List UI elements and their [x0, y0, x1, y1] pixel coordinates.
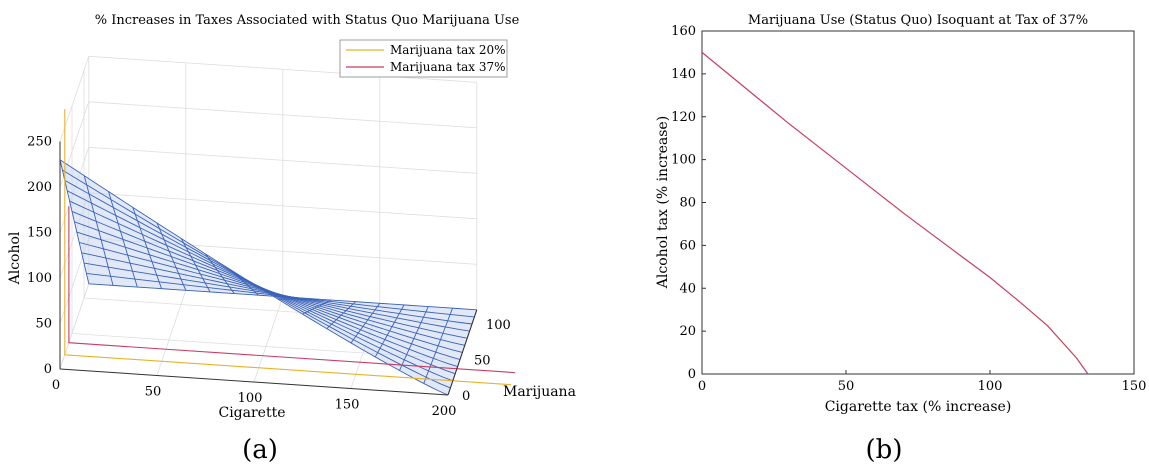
panel-a-title: % Increases in Taxes Associated with Sta…: [95, 13, 520, 28]
y-tick-label: 60: [679, 238, 696, 253]
surface-mesh-line: [88, 283, 477, 311]
wall-gridline: [88, 192, 477, 220]
x-tick-label: 200: [432, 404, 457, 419]
wall-gridline: [88, 146, 477, 174]
panel-a-label: (a): [242, 435, 278, 465]
y-axis-line: [447, 309, 478, 396]
y-tick-label: 50: [474, 354, 491, 369]
y-tick-label: 160: [671, 24, 696, 39]
x-tick-label: 100: [978, 379, 1003, 394]
y-tick-label: 80: [679, 196, 696, 211]
panel-b-ticks: 0 50 100 150 0 20 40 60 80 100 120 140 160: [671, 24, 1146, 394]
wall-gridline: [88, 55, 477, 83]
z-tick-label: 0: [44, 362, 52, 377]
y-tick-label: 140: [671, 67, 696, 82]
surface-mesh-line: [79, 241, 468, 339]
x-tick-label: 100: [238, 391, 263, 406]
z-tick-label: 200: [27, 180, 52, 195]
z-tick-label: 100: [27, 271, 52, 286]
y-tick-label: 100: [671, 153, 696, 168]
y-tick-label: 100: [486, 318, 511, 333]
panel-b-x-axis-label: Cigarette tax (% increase): [825, 399, 1012, 415]
panel-a-legend: Marijuana tax 20% Marijuana tax 37%: [339, 39, 508, 78]
panel-b-title: Marijuana Use (Status Quo) Isoquant at T…: [748, 13, 1088, 28]
series-line-tax-20: [64, 109, 512, 386]
x-tick-label: 150: [335, 398, 360, 413]
series-line-tax-37: [68, 206, 516, 374]
panel-a-x-axis-label: Cigarette: [218, 405, 285, 421]
panel-a-z-axis-label: Alcohol: [7, 231, 23, 285]
legend-box: [339, 39, 508, 78]
panel-a-axes: 0 50 100 150 200 0 50 100 0 50 100 150 200 250: [27, 135, 511, 420]
panel-a-surface-chart: % Increases in Taxes Associated with Sta…: [7, 13, 576, 465]
panel-b-line-chart: Marijuana Use (Status Quo) Isoquant at T…: [655, 13, 1146, 465]
y-tick-label: 20: [679, 324, 696, 339]
y-tick-label: 0: [688, 367, 696, 382]
panel-a-series-lines: [64, 109, 516, 386]
panel-b-isoquant-line: [701, 51, 1089, 375]
surface-fill: [60, 159, 477, 395]
panel-b-label: (b): [866, 435, 903, 465]
z-tick-label: 150: [27, 226, 52, 241]
y-tick-label: 120: [671, 110, 696, 125]
y-tick-label: 0: [462, 389, 470, 404]
z-tick-label: 250: [27, 135, 52, 150]
panel-a-y-axis-label: Marijuana: [503, 384, 576, 400]
z-tick-label: 50: [35, 317, 52, 332]
y-tick-label: 40: [679, 281, 696, 296]
surface-mesh-line: [83, 262, 473, 325]
legend-label-tax-20: Marijuana tax 20%: [390, 43, 506, 57]
panel-b-y-axis-label: Alcohol tax (% increase): [655, 116, 671, 289]
x-tick-label: 0: [698, 379, 706, 394]
surface-mesh-line: [81, 252, 470, 332]
surface-mesh-line: [86, 273, 475, 318]
x-tick-label: 50: [145, 385, 162, 400]
x-axis-line: [59, 368, 449, 396]
wall-gridline: [88, 101, 477, 129]
x-tick-label: 50: [838, 379, 855, 394]
x-tick-label: 150: [1122, 379, 1147, 394]
panel-b-plot-frame: [701, 30, 1135, 375]
x-tick-label: 0: [52, 378, 60, 393]
legend-label-tax-37: Marijuana tax 37%: [390, 60, 506, 74]
